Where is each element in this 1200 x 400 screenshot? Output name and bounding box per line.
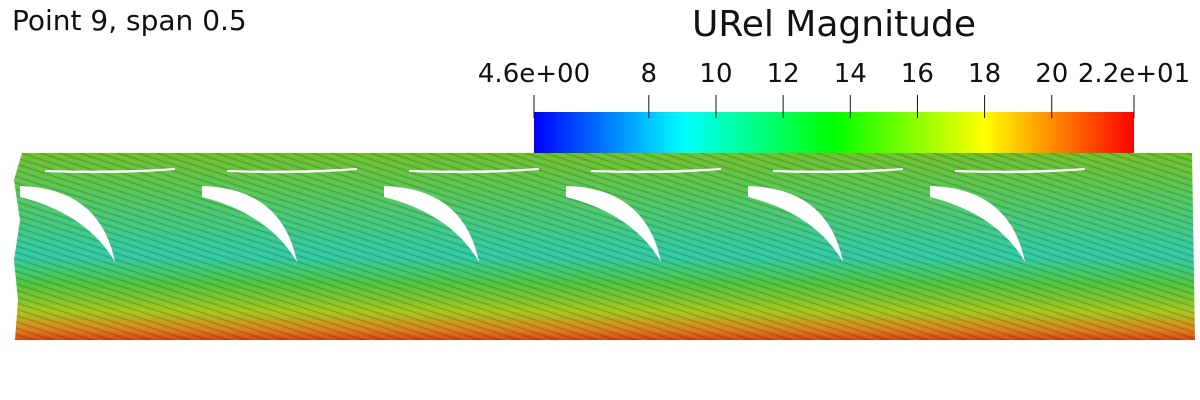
- colorbar-tick-label: 10: [699, 59, 732, 89]
- blade-edge: [227, 168, 357, 174]
- blade-edge: [773, 168, 903, 174]
- blade: [20, 186, 115, 262]
- colorbar-title: URel Magnitude: [692, 4, 976, 45]
- colorbar-tick-label: 2.2e+01: [1078, 59, 1190, 89]
- colorbar-tick-label: 12: [767, 59, 800, 89]
- blade: [384, 186, 479, 262]
- blade: [202, 186, 297, 262]
- colorbar-tick-label: 4.6e+00: [478, 59, 590, 89]
- colorbar-tick-label: 8: [641, 59, 658, 89]
- colorbar-tick-label: 20: [1035, 59, 1068, 89]
- blade: [930, 186, 1025, 262]
- view-title: Point 9, span 0.5: [12, 4, 247, 37]
- flow-field: [14, 153, 1195, 340]
- blade-edge: [955, 168, 1085, 174]
- colorbar-tick-label: 18: [968, 59, 1001, 89]
- colorbar-tick-label: 16: [901, 59, 934, 89]
- colorbar-tick-label: 14: [834, 59, 867, 89]
- blade-edge: [45, 168, 175, 174]
- blade: [566, 186, 661, 262]
- blade: [748, 186, 843, 262]
- blade-edge: [409, 168, 539, 174]
- blade-edge: [591, 168, 721, 174]
- colorbar: [534, 112, 1134, 153]
